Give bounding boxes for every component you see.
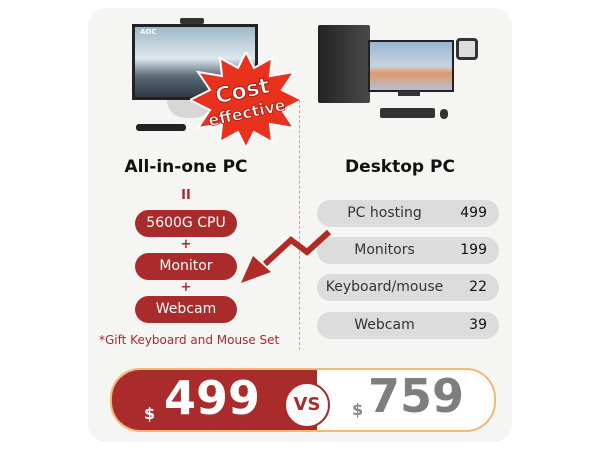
webcam [456,38,478,60]
monitor-screen [368,40,454,92]
item-price: 39 [469,317,487,333]
webcam-on-monitor [180,18,204,24]
item-price: 22 [469,279,487,295]
zigzag-arrow-icon [241,229,332,283]
component-cpu: 5600G CPU [135,210,237,237]
desktop-title: Desktop PC [345,157,455,177]
keyboard [136,124,186,131]
price-item: Monitors 199 [317,237,499,264]
equals-sign: II [181,188,191,203]
keyboard [380,108,435,118]
item-label: PC hosting [347,205,422,221]
item-label: Keyboard/mouse [325,279,444,295]
price-item: PC hosting 499 [317,200,499,227]
mouse [440,109,448,119]
price-item: Keyboard/mouse 22 [317,274,499,301]
item-label: Webcam [354,317,415,333]
vs-badge: VS [284,382,330,428]
component-monitor: Monitor [135,253,237,280]
column-divider [299,100,300,350]
item-label: Monitors [354,242,415,258]
currency-symbol: $ [352,400,364,419]
item-price: 499 [460,205,487,221]
cost-effective-badge: Cost effective [190,52,302,148]
pc-tower [318,25,370,103]
all-in-one-price-section [112,370,317,430]
plus-sign: + [180,280,192,295]
desktop-price: 759 [368,369,465,423]
monitor-stand [398,91,420,96]
currency-symbol: $ [144,404,156,423]
desktop-pc-image [318,25,488,125]
price-item: Webcam 39 [317,312,499,339]
plus-sign: + [180,237,192,252]
component-webcam: Webcam [135,296,237,323]
brand-logo: AOC [140,28,157,36]
gift-note: *Gift Keyboard and Mouse Set [99,333,280,347]
item-price: 199 [460,242,487,258]
all-in-one-title: All-in-one PC [124,157,248,177]
all-in-one-price: 499 [164,371,261,425]
